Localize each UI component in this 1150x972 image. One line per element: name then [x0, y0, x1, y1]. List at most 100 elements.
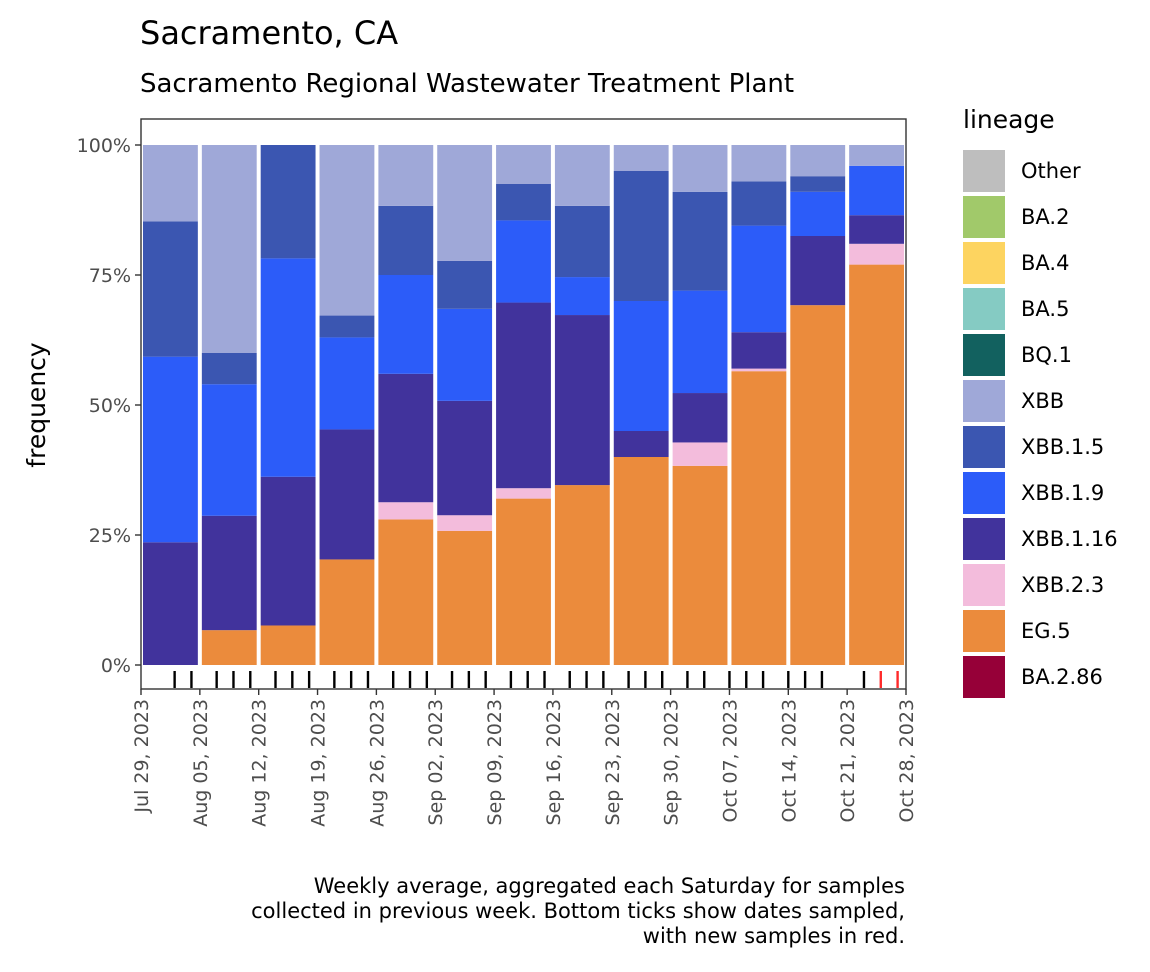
bar-xbb-1-9-week-12 — [790, 191, 846, 236]
chart-subtitle: Sacramento Regional Wastewater Treatment… — [140, 69, 795, 99]
x-tick-label: Sep 30, 2023 — [661, 699, 683, 825]
x-tick-label: Jul 29, 2023 — [131, 699, 153, 814]
bar-xbb-1-5-week-4 — [319, 315, 375, 338]
legend-swatch — [963, 242, 1005, 284]
bar-xbb-1-9-week-8 — [554, 277, 610, 316]
chart-title: Sacramento, CA — [140, 14, 399, 52]
bar-xbb-1-9-week-4 — [319, 337, 375, 430]
x-tick-label: Aug 19, 2023 — [308, 699, 330, 827]
legend-swatch — [963, 610, 1005, 652]
bar-xbb-1-16-week-13 — [849, 215, 904, 244]
bar-eg-5-week-7 — [496, 498, 551, 665]
bar-xbb-week-6 — [437, 145, 493, 261]
legend-label: BA.4 — [1021, 251, 1070, 275]
bar-xbb-1-9-week-5 — [378, 275, 434, 374]
x-tick-label: Sep 09, 2023 — [484, 699, 506, 825]
bar-xbb-1-5-week-6 — [437, 260, 493, 309]
legend-swatch — [963, 380, 1005, 422]
legend-swatch — [963, 472, 1005, 514]
y-tick-label: 0% — [101, 655, 131, 677]
bar-eg-5-week-11 — [731, 371, 787, 665]
bar-xbb-1-5-week-11 — [731, 181, 787, 226]
legend-swatch — [963, 656, 1005, 698]
chart-caption: Weekly average, aggregated each Saturday… — [145, 874, 905, 949]
x-tick-label: Oct 28, 2023 — [896, 699, 918, 823]
legend-item-ba-2-86: BA.2.86 — [963, 654, 1118, 700]
bar-xbb-1-5-week-9 — [613, 171, 669, 301]
legend-item-ba-2: BA.2 — [963, 194, 1118, 240]
x-tick-label: Aug 12, 2023 — [249, 699, 271, 827]
bar-xbb-1-9-week-10 — [672, 290, 728, 394]
bar-xbb-week-10 — [672, 145, 728, 192]
bar-xbb-1-9-week-3 — [260, 258, 316, 477]
x-tick-label: Oct 21, 2023 — [837, 699, 859, 823]
legend-label: XBB.2.3 — [1021, 573, 1105, 597]
bar-xbb-1-9-week-13 — [849, 165, 904, 216]
bar-xbb-1-5-week-8 — [554, 205, 610, 278]
bar-xbb-1-9-week-7 — [496, 220, 551, 303]
bar-eg-5-week-10 — [672, 465, 728, 665]
bar-eg-5-week-4 — [319, 559, 375, 665]
legend-items: Other BA.2 BA.4 BA.5 BQ.1 XBB XBB.1.5 XBB.1.9 XB… — [963, 148, 1118, 700]
bar-xbb-1-9-week-2 — [201, 384, 257, 516]
bar-xbb-week-8 — [554, 145, 610, 206]
bar-xbb-1-16-week-3 — [260, 476, 316, 626]
legend-title: lineage — [963, 105, 1055, 134]
bar-xbb-2-3-week-6 — [437, 515, 493, 531]
x-tick-label: Oct 07, 2023 — [719, 699, 741, 823]
bar-xbb-1-16-week-2 — [201, 515, 257, 631]
bar-xbb-1-5-week-7 — [496, 184, 551, 221]
bar-xbb-1-16-week-6 — [437, 400, 493, 516]
bar-xbb-1-16-week-12 — [790, 236, 846, 306]
legend-swatch — [963, 288, 1005, 330]
caption-line-3: with new samples in red. — [642, 924, 905, 948]
bar-xbb-1-16-week-9 — [613, 431, 669, 457]
legend-label: EG.5 — [1021, 619, 1071, 643]
bar-xbb-week-11 — [731, 145, 787, 182]
bar-xbb-1-9-week-1 — [143, 356, 198, 543]
bar-xbb-1-16-week-7 — [496, 302, 551, 489]
bar-eg-5-week-2 — [201, 630, 257, 665]
y-tick-label: 25% — [89, 525, 131, 547]
bar-xbb-2-3-week-10 — [672, 442, 728, 466]
legend-item-xbb-2-3: XBB.2.3 — [963, 562, 1118, 608]
x-tick-label: Sep 23, 2023 — [602, 699, 624, 825]
bar-xbb-1-16-week-10 — [672, 393, 728, 443]
bar-xbb-1-9-week-9 — [613, 301, 669, 431]
legend-item-xbb-1-16: XBB.1.16 — [963, 516, 1118, 562]
legend-label: XBB.1.9 — [1021, 481, 1105, 505]
bar-xbb-1-5-week-5 — [378, 205, 434, 275]
legend-item-xbb-1-5: XBB.1.5 — [963, 424, 1118, 470]
bar-xbb-week-9 — [613, 145, 669, 171]
legend-swatch — [963, 518, 1005, 560]
bar-eg-5-week-9 — [613, 457, 669, 665]
legend-swatch — [963, 196, 1005, 238]
bar-eg-5-week-12 — [790, 305, 846, 665]
bar-xbb-2-3-week-7 — [496, 488, 551, 499]
bar-xbb-week-5 — [378, 145, 434, 206]
legend-item-eg-5: EG.5 — [963, 608, 1118, 654]
x-tick-label: Aug 05, 2023 — [190, 699, 212, 827]
bar-xbb-1-5-week-2 — [201, 353, 257, 385]
legend-label: XBB — [1021, 389, 1065, 413]
legend-item-xbb-1-9: XBB.1.9 — [963, 470, 1118, 516]
x-tick-label: Sep 02, 2023 — [425, 699, 447, 825]
bar-xbb-week-2 — [201, 145, 257, 353]
bar-xbb-1-16-week-11 — [731, 332, 787, 369]
bar-xbb-1-9-week-6 — [437, 308, 493, 401]
bar-xbb-1-16-week-8 — [554, 315, 610, 486]
legend-swatch — [963, 564, 1005, 606]
y-axis-title: frequency — [22, 342, 51, 468]
bar-xbb-1-5-week-1 — [143, 221, 198, 357]
legend: lineage Other BA.2 BA.4 BA.5 BQ.1 XBB XBB.1.5 X… — [963, 105, 1118, 700]
legend-item-ba-5: BA.5 — [963, 286, 1118, 332]
caption-line-1: Weekly average, aggregated each Saturday… — [313, 874, 905, 898]
bar-xbb-week-12 — [790, 145, 846, 177]
bar-xbb-1-9-week-11 — [731, 225, 787, 333]
legend-label: BA.5 — [1021, 297, 1070, 321]
bar-eg-5-week-6 — [437, 530, 493, 665]
x-tick-label: Oct 14, 2023 — [778, 699, 800, 823]
legend-swatch — [963, 334, 1005, 376]
bar-xbb-week-7 — [496, 145, 551, 184]
